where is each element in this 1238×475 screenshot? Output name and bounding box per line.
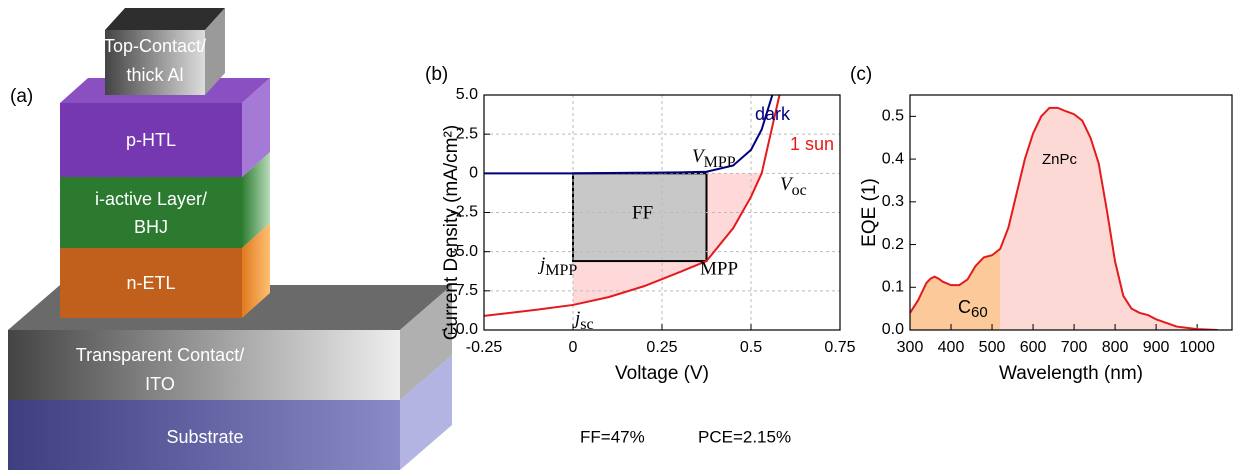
x-tick-label: 1000 xyxy=(1179,339,1215,356)
summary-pce: PCE=2.15% xyxy=(698,427,791,446)
layer-label: i-active Layer/ xyxy=(95,189,207,209)
y-tick-label: 0 xyxy=(469,165,478,182)
annotation-text: j xyxy=(537,254,545,275)
x-tick-label: 0.25 xyxy=(646,339,677,356)
x-tick-label: 800 xyxy=(1102,339,1129,356)
x-axis-label: Wavelength (nm) xyxy=(999,363,1143,384)
y-tick-label: 0.1 xyxy=(882,278,904,295)
chart-c: 300 400 500 600 700 800 900 1000 0.0 0.1 0.2 0.3 0.4… xyxy=(859,95,1232,384)
annotation: ZnPc xyxy=(1042,151,1078,168)
layer-label: BHJ xyxy=(134,217,168,237)
annotation-sub: 60 xyxy=(971,304,988,321)
figure: Top-Contact/ thick Al p-HTL i-active Lay… xyxy=(0,0,1238,475)
y-tick-label: 5.0 xyxy=(456,86,478,103)
annotation: VMPP xyxy=(692,146,736,170)
layer-label: n-ETL xyxy=(126,273,175,293)
y-tick-label: 0.2 xyxy=(882,236,904,253)
y-axis-label: Current Density (mA/cm²) xyxy=(441,125,462,340)
x-tick-label: 0.75 xyxy=(824,339,855,356)
annotation-sub: MPP xyxy=(704,154,736,171)
x-tick-label: 500 xyxy=(979,339,1006,356)
x-axis-label: Voltage (V) xyxy=(615,363,709,384)
series-label: dark xyxy=(755,104,791,124)
x-tick-label: 300 xyxy=(897,339,924,356)
annotation: jsc xyxy=(572,308,594,332)
annotation: Voc xyxy=(780,174,807,198)
series-label: 1 sun xyxy=(790,134,834,154)
panel-label: (c) xyxy=(850,64,872,85)
x-tick-label: 900 xyxy=(1143,339,1170,356)
contact-top xyxy=(105,8,225,30)
x-tick-label: -0.25 xyxy=(466,339,503,356)
layer-label: Substrate xyxy=(166,427,243,447)
y-tick-label: 0.0 xyxy=(882,321,904,338)
active-layer xyxy=(60,177,242,248)
summary-ff: FF=47% xyxy=(580,427,645,446)
y-tick-label: 0.4 xyxy=(882,150,904,167)
layer-stack: Top-Contact/ thick Al p-HTL i-active Lay… xyxy=(8,8,452,470)
x-tick-label: 600 xyxy=(1020,339,1047,356)
x-tick-label: 400 xyxy=(938,339,965,356)
annotation-sub: MPP xyxy=(545,262,577,279)
panel-label: (b) xyxy=(425,64,448,85)
annotation: FF xyxy=(632,202,653,223)
layer-label: Transparent Contact/ xyxy=(76,345,244,365)
layer-label: Top-Contact/ xyxy=(104,36,206,56)
page: Top-Contact/ thick Al p-HTL i-active Lay… xyxy=(0,0,1238,475)
y-tick-label: 0.5 xyxy=(882,108,904,125)
x-tick-label: 0.5 xyxy=(740,339,762,356)
y-tick-label: 0.3 xyxy=(882,193,904,210)
annotation-text: C xyxy=(958,297,971,317)
y-axis-label: EQE (1) xyxy=(859,178,880,247)
panel-label: (a) xyxy=(10,86,33,107)
annotation-sub: oc xyxy=(792,182,807,199)
annotation-sub: sc xyxy=(580,316,593,333)
layer-label: ITO xyxy=(145,374,175,394)
ito-layer xyxy=(8,330,400,400)
x-tick-label: 700 xyxy=(1061,339,1088,356)
x-tick-label: 0 xyxy=(569,339,578,356)
annotation: MPP xyxy=(700,258,738,279)
layer-label: thick Al xyxy=(126,65,183,85)
annotation: jMPP xyxy=(537,254,577,278)
layer-label: p-HTL xyxy=(126,130,176,150)
